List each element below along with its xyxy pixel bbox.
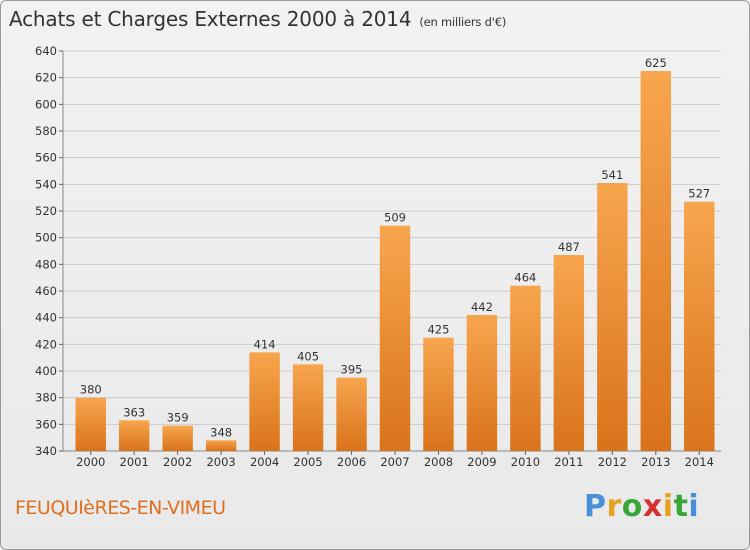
bar-2011 xyxy=(553,255,585,451)
x-tick-label: 2008 xyxy=(424,455,453,469)
y-tick-label: 620 xyxy=(35,71,57,85)
y-tick-label: 380 xyxy=(35,391,57,405)
bar-2001 xyxy=(118,420,150,451)
bar-2014 xyxy=(684,201,715,451)
x-tick-label: 2001 xyxy=(120,455,149,469)
x-tick-label: 2005 xyxy=(293,455,322,469)
bar-value-label: 625 xyxy=(645,56,667,70)
bar-value-label: 348 xyxy=(210,425,232,439)
y-tick-label: 560 xyxy=(35,151,57,165)
bar-value-label: 414 xyxy=(254,337,276,351)
bar-layer xyxy=(75,71,715,451)
bar-value-label: 380 xyxy=(80,383,102,397)
bar-2002 xyxy=(162,425,193,451)
bar-2009 xyxy=(466,315,498,451)
y-tick-label: 440 xyxy=(35,311,57,325)
bar-2012 xyxy=(597,183,628,451)
proxiti-logo: Proxiti xyxy=(584,489,700,524)
x-tick-label: 2006 xyxy=(337,455,366,469)
y-tick-label: 400 xyxy=(35,364,57,378)
bar-2013 xyxy=(640,71,672,451)
y-tick-label: 520 xyxy=(35,204,57,218)
x-tick-label: 2013 xyxy=(641,455,670,469)
bar-value-label: 527 xyxy=(688,187,710,201)
y-tick-label: 580 xyxy=(35,124,57,138)
x-tick-label: 2011 xyxy=(554,455,583,469)
bar-2010 xyxy=(510,285,541,451)
y-tick-label: 460 xyxy=(35,284,57,298)
y-tick-label: 600 xyxy=(35,97,57,111)
x-tick-label: 2009 xyxy=(467,455,496,469)
bar-2007 xyxy=(379,225,411,451)
chart-unit: (en milliers d'€) xyxy=(419,15,507,29)
bar-2008 xyxy=(423,337,454,451)
bar-2005 xyxy=(292,364,324,451)
y-tick-label: 640 xyxy=(35,44,57,58)
bar-value-label: 487 xyxy=(558,240,580,254)
x-tick-label: 2010 xyxy=(511,455,540,469)
bar-2003 xyxy=(205,440,237,451)
bar-2004 xyxy=(249,352,280,451)
y-tick-label: 500 xyxy=(35,231,57,245)
bar-value-label: 442 xyxy=(471,300,493,314)
bar-value-label: 425 xyxy=(427,323,449,337)
y-tick-label: 420 xyxy=(35,337,57,351)
y-tick-label: 360 xyxy=(35,417,57,431)
commune-name: FEUQUIèRES-EN-VIMEU xyxy=(15,497,226,519)
bar-value-label: 363 xyxy=(123,405,145,419)
chart-title: Achats et Charges Externes 2000 à 2014 (e… xyxy=(9,7,506,31)
bar-value-label: 464 xyxy=(514,271,536,285)
x-tick-label: 2004 xyxy=(250,455,279,469)
x-tick-label: 2007 xyxy=(380,455,409,469)
y-tick-label: 340 xyxy=(35,444,57,458)
bar-value-label: 541 xyxy=(601,168,623,182)
chart-title-text: Achats et Charges Externes 2000 à 2014 xyxy=(9,7,412,31)
bar-2000 xyxy=(75,397,106,451)
y-tick-label: 540 xyxy=(35,177,57,191)
label-layer: 380 2000 363 2001 359 2002 348 2003 414 2004 405 20… xyxy=(76,56,714,469)
x-tick-label: 2000 xyxy=(76,455,105,469)
x-tick-label: 2012 xyxy=(598,455,627,469)
bar-value-label: 395 xyxy=(341,363,363,377)
bar-value-label: 359 xyxy=(167,411,189,425)
bar-value-label: 405 xyxy=(297,349,319,363)
bar-2006 xyxy=(336,377,367,451)
bar-value-label: 509 xyxy=(384,211,406,225)
x-tick-label: 2014 xyxy=(685,455,714,469)
x-tick-label: 2003 xyxy=(206,455,235,469)
x-tick-label: 2002 xyxy=(163,455,192,469)
y-tick-label: 480 xyxy=(35,257,57,271)
